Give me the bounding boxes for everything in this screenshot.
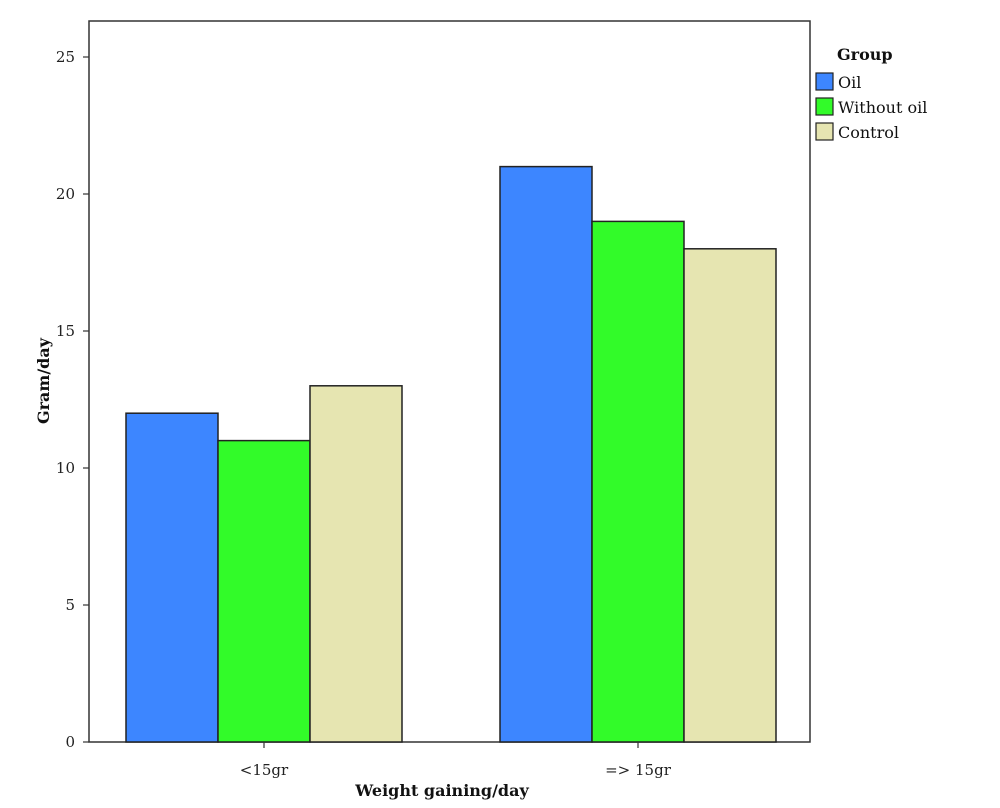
y-tick-label: 25	[56, 48, 75, 66]
legend-label: Control	[838, 123, 899, 142]
legend: Group Oil Without oil Control	[815, 45, 927, 142]
legend-swatch-without-oil	[815, 97, 834, 116]
x-tick-label: => 15gr	[605, 761, 672, 779]
y-tick-label: 0	[65, 733, 75, 751]
y-tick-label: 5	[65, 596, 75, 614]
x-axis: <15gr => 15gr	[240, 742, 672, 779]
x-axis-title: Weight gaining/day	[354, 781, 529, 800]
bar-control-2	[683, 248, 777, 743]
y-tick-label: 10	[56, 459, 75, 477]
bars	[125, 165, 777, 743]
x-tick-label: <15gr	[240, 761, 289, 779]
bar-without-oil-1	[217, 439, 311, 743]
bar-control-1	[309, 385, 403, 743]
y-axis-title: Gram/day	[34, 337, 53, 424]
bar-oil-1	[125, 412, 219, 743]
y-tick-label: 15	[56, 322, 75, 340]
bar-without-oil-2	[591, 220, 685, 743]
y-tick-label: 20	[56, 185, 75, 203]
y-axis: 0 5 10 15 20 25	[56, 48, 89, 751]
legend-title: Group	[837, 45, 893, 64]
legend-swatch-oil	[815, 72, 834, 91]
legend-label: Oil	[838, 73, 861, 92]
legend-label: Without oil	[838, 98, 927, 117]
bar-oil-2	[499, 165, 593, 743]
legend-swatch-control	[815, 122, 834, 141]
